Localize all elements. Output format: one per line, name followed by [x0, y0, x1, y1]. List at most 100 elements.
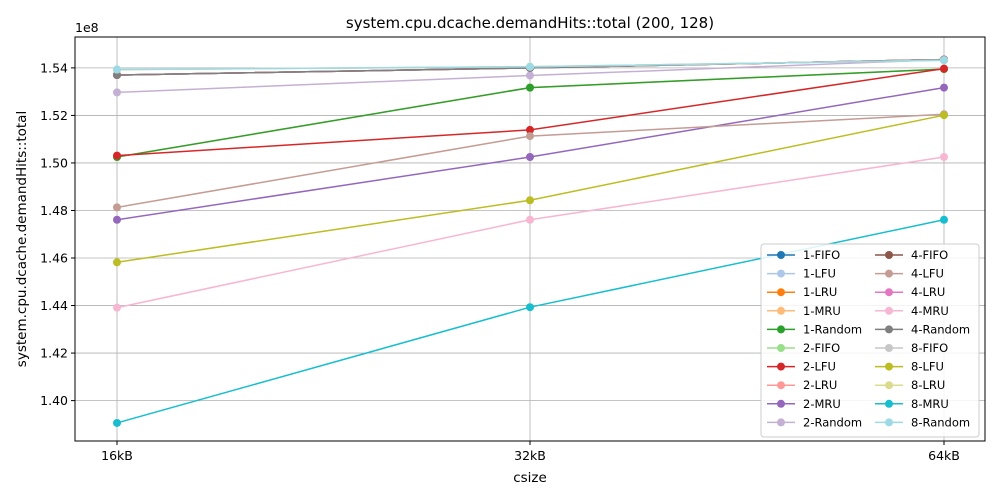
- legend: 1-FIFO 1-LFU 1-LRU 1-MRU 1-Random 2-FIFO 2-LFU…: [760, 243, 980, 438]
- legend-entry: 4-LRU: [875, 285, 945, 299]
- legend-entry: 1-MRU: [767, 304, 841, 318]
- data-point-8-mru: [526, 303, 534, 312]
- y-tick-label: 1.46: [40, 251, 68, 266]
- legend-entry: 8-LRU: [875, 378, 945, 392]
- legend-entry: 2-FIFO: [767, 341, 840, 355]
- legend-entry: 1-LFU: [767, 267, 836, 281]
- legend-box: [760, 243, 980, 438]
- legend-entry: 8-MRU: [875, 397, 949, 411]
- data-point-8-mru: [113, 418, 121, 427]
- data-point-2-lfu: [113, 151, 121, 160]
- legend-marker: [777, 362, 785, 371]
- data-point-8-lfu: [526, 196, 534, 205]
- legend-label: 4-FIFO: [911, 248, 948, 262]
- y-tick-label: 1.54: [40, 60, 68, 75]
- legend-marker: [885, 325, 893, 334]
- legend-entry: 4-MRU: [875, 304, 949, 318]
- data-point-4-mru: [940, 153, 948, 162]
- legend-marker: [777, 269, 785, 278]
- data-point-2-mru: [113, 215, 121, 224]
- x-tick-label: 16kB: [101, 448, 133, 463]
- data-point-4-mru: [526, 215, 534, 224]
- data-point-4-lfu: [113, 203, 121, 212]
- chart-title: system.cpu.dcache.demandHits::total (200…: [346, 14, 714, 32]
- legend-entry: 4-Random: [875, 322, 970, 336]
- legend-label: 1-FIFO: [803, 248, 840, 262]
- legend-label: 2-LRU: [803, 378, 837, 392]
- legend-marker: [885, 399, 893, 408]
- series-8-lfu: [113, 111, 948, 267]
- y-tick-label: 1.44: [40, 298, 68, 313]
- plot-series: [113, 55, 948, 427]
- legend-entry: 1-Random: [767, 322, 862, 336]
- series-8-random: [113, 56, 948, 74]
- legend-marker: [885, 362, 893, 371]
- legend-label: 1-LRU: [803, 285, 837, 299]
- legend-label: 1-MRU: [803, 304, 841, 318]
- y-axis-label: system.cpu.dcache.demandHits::total: [14, 111, 30, 367]
- legend-entry: 8-FIFO: [875, 341, 948, 355]
- legend-entry: 2-LRU: [767, 378, 837, 392]
- legend-label: 4-MRU: [911, 304, 949, 318]
- legend-entry: 2-Random: [767, 415, 862, 429]
- legend-marker: [777, 399, 785, 408]
- legend-entry: 1-FIFO: [767, 248, 840, 262]
- legend-marker: [777, 288, 785, 297]
- x-axis-label: csize: [513, 470, 547, 486]
- legend-marker: [885, 269, 893, 278]
- legend-marker: [777, 325, 785, 334]
- y-tick-label: 1.42: [40, 346, 68, 361]
- y-tick-label: 1.40: [40, 393, 68, 408]
- x-tick-label: 32kB: [514, 448, 546, 463]
- y-axis-offset-label: 1e8: [75, 20, 99, 35]
- series-4-mru: [113, 153, 948, 312]
- legend-entry: 2-MRU: [767, 397, 841, 411]
- legend-label: 2-Random: [803, 415, 862, 429]
- legend-marker: [885, 306, 893, 315]
- legend-label: 2-MRU: [803, 397, 841, 411]
- data-point-8-random: [113, 65, 121, 74]
- data-point-2-mru: [526, 153, 534, 162]
- legend-marker: [777, 306, 785, 315]
- legend-label: 8-FIFO: [911, 341, 948, 355]
- data-point-1-random: [526, 83, 534, 92]
- legend-label: 4-LFU: [911, 267, 944, 281]
- legend-entry: 8-Random: [875, 415, 970, 429]
- y-tick-label: 1.52: [40, 108, 68, 123]
- legend-marker: [777, 344, 785, 352]
- legend-label: 4-LRU: [911, 285, 945, 299]
- y-tick-label: 1.48: [40, 203, 68, 218]
- data-point-2-random: [113, 88, 121, 97]
- legend-entry: 1-LRU: [767, 285, 837, 299]
- legend-marker: [885, 288, 893, 297]
- legend-marker: [885, 381, 893, 390]
- x-tick-label: 64kB: [928, 448, 960, 463]
- legend-label: 2-LFU: [803, 360, 836, 374]
- y-tick-label: 1.50: [40, 155, 68, 170]
- data-point-2-lfu: [526, 125, 534, 134]
- data-point-4-lfu: [526, 132, 534, 141]
- data-point-8-lfu: [940, 111, 948, 120]
- legend-marker: [885, 344, 893, 352]
- data-point-2-lfu: [940, 64, 948, 73]
- legend-label: 2-FIFO: [803, 341, 840, 355]
- legend-marker: [777, 251, 785, 259]
- series-4-lfu: [113, 110, 948, 212]
- data-point-2-mru: [940, 83, 948, 92]
- legend-label: 8-Random: [911, 415, 970, 429]
- data-point-8-random: [526, 62, 534, 71]
- data-point-8-mru: [940, 215, 948, 224]
- data-point-4-mru: [113, 303, 121, 312]
- legend-label: 8-LFU: [911, 360, 944, 374]
- legend-marker: [885, 251, 893, 259]
- legend-marker: [777, 381, 785, 390]
- legend-label: 4-Random: [911, 322, 970, 336]
- legend-entry: 4-LFU: [875, 267, 944, 281]
- series-2-lfu: [113, 64, 948, 160]
- data-point-8-random: [940, 56, 948, 65]
- legend-label: 8-MRU: [911, 397, 949, 411]
- legend-entry: 8-LFU: [875, 360, 944, 374]
- axes: 16kB 32kB 64kB 1.40 1.42 1.44 1.46 1.48 1.50 1.52…: [40, 60, 960, 463]
- legend-entry: 4-FIFO: [875, 248, 948, 262]
